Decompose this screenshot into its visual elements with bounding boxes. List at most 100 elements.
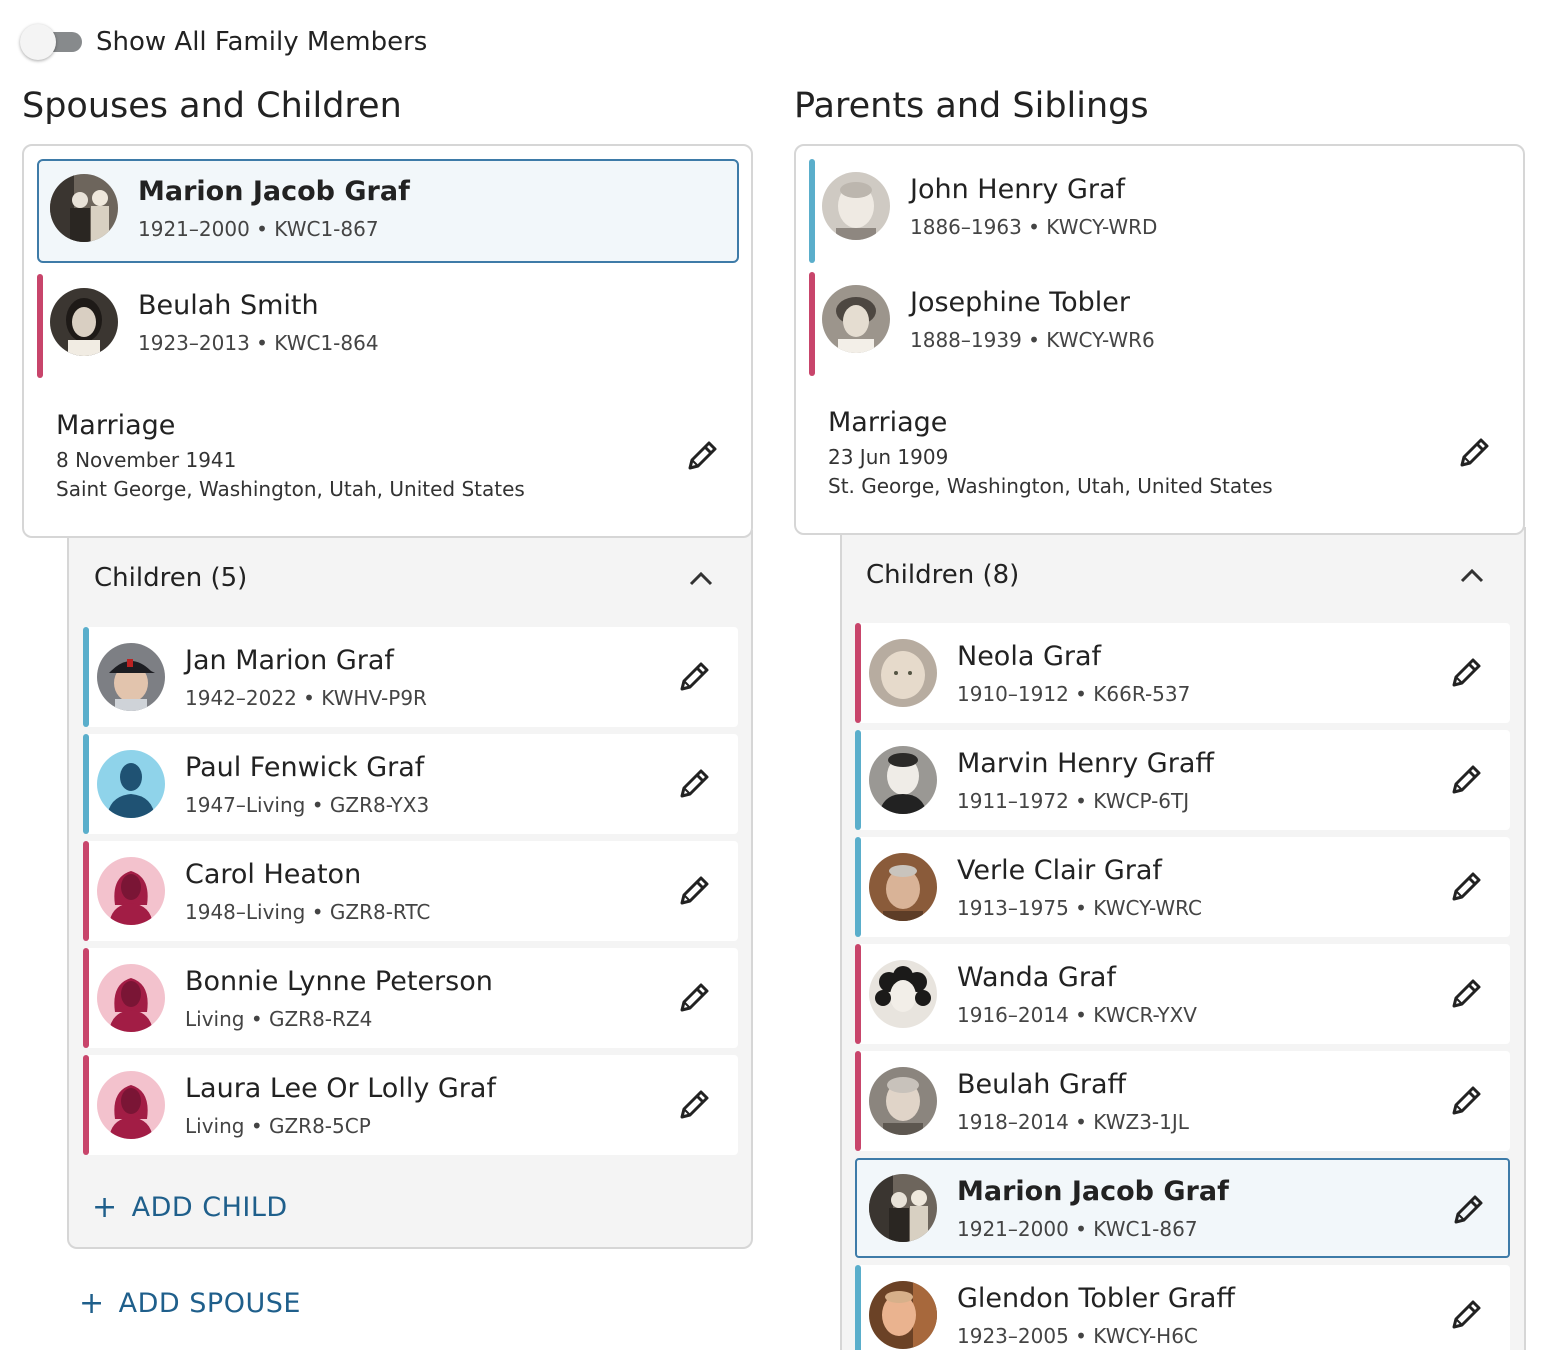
child-card[interactable]: Carol Heaton 1948–Living • GZR8-RTC (83, 841, 738, 941)
person-name[interactable]: Verle Clair Graf (957, 854, 1162, 886)
male-indicator-bar (855, 837, 861, 937)
child-person[interactable]: Glendon Tobler Graff 1923–2005 • KWCY-H6C (869, 1281, 1235, 1349)
person-meta: 1921–2000 • KWC1-867 (138, 216, 379, 241)
add-spouse-button[interactable]: + ADD SPOUSE (79, 1286, 301, 1321)
child-card[interactable]: Verle Clair Graf 1913–1975 • KWCY-WRC (855, 837, 1510, 937)
male-indicator-bar (855, 730, 861, 830)
person-name[interactable]: Beulah Graff (957, 1068, 1127, 1100)
person-name[interactable]: Carol Heaton (185, 858, 362, 890)
edit-marriage-pencil-icon[interactable] (1454, 433, 1494, 473)
right-couple-card: John Henry Graf 1886–1963 • KWCY-WRD Jos… (794, 144, 1525, 535)
marriage-place: St. George, Washington, Utah, United Sta… (828, 474, 1273, 498)
child-card[interactable]: Laura Lee Or Lolly Graf Living • GZR8-5CP (83, 1055, 738, 1155)
person-name[interactable]: Glendon Tobler Graff (957, 1282, 1236, 1314)
edit-pencil-icon[interactable] (1446, 1081, 1486, 1121)
child-person[interactable]: Jan Marion Graf 1942–2022 • KWHV-P9R (97, 643, 427, 711)
child-person[interactable]: Marion Jacob Graf 1921–2000 • KWC1-867 (869, 1174, 1229, 1242)
child-card[interactable]: Jan Marion Graf 1942–2022 • KWHV-P9R (83, 627, 738, 727)
edit-pencil-icon[interactable] (674, 1085, 714, 1125)
edit-pencil-icon[interactable] (674, 978, 714, 1018)
child-person[interactable]: Paul Fenwick Graf 1947–Living • GZR8-YX3 (97, 750, 429, 818)
portrait-photo-icon (50, 288, 118, 356)
child-card[interactable]: Marvin Henry Graff 1911–1972 • KWCP-6TJ (855, 730, 1510, 830)
person-name[interactable]: Wanda Graf (957, 961, 1116, 993)
person-name[interactable]: Josephine Tobler (910, 286, 1130, 318)
person-meta: 1888–1939 • KWCY-WR6 (910, 327, 1155, 352)
edit-pencil-icon[interactable] (674, 871, 714, 911)
edit-pencil-icon[interactable] (674, 657, 714, 697)
collapse-chevron-up-icon[interactable] (687, 568, 715, 588)
female-indicator-bar (37, 274, 43, 378)
person-meta: 1923–2005 • KWCY-H6C (957, 1323, 1198, 1348)
person-name[interactable]: Marion Jacob Graf (138, 175, 410, 207)
child-person[interactable]: Neola Graf 1910–1912 • K66R-537 (869, 639, 1190, 707)
right-father[interactable]: John Henry Graf 1886–1963 • KWCY-WRD (822, 172, 1157, 240)
child-card[interactable]: Wanda Graf 1916–2014 • KWCR-YXV (855, 944, 1510, 1044)
left-children-header[interactable]: Children (5) (94, 563, 248, 593)
child-card[interactable]: Bonnie Lynne Peterson Living • GZR8-RZ4 (83, 948, 738, 1048)
portrait-photo-icon (869, 960, 937, 1028)
person-name[interactable]: Beulah Smith (138, 289, 319, 321)
person-name[interactable]: Laura Lee Or Lolly Graf (185, 1072, 496, 1104)
female-indicator-bar (83, 948, 89, 1048)
person-name[interactable]: Neola Graf (957, 640, 1102, 672)
portrait-photo-icon (869, 853, 937, 921)
male-indicator-bar (855, 1265, 861, 1350)
add-child-label: ADD CHILD (131, 1192, 288, 1223)
edit-pencil-icon[interactable] (1446, 653, 1486, 693)
person-name[interactable]: Marvin Henry Graff (957, 747, 1214, 779)
person-meta: 1947–Living • GZR8-YX3 (185, 792, 430, 817)
edit-pencil-icon[interactable] (674, 764, 714, 804)
person-meta: 1918–2014 • KWZ3-1JL (957, 1109, 1189, 1134)
plus-icon: + (79, 1286, 105, 1321)
left-couple-card: Marion Jacob Graf 1921–2000 • KWC1-867 B… (22, 144, 753, 538)
female-indicator-bar (809, 272, 815, 376)
child-person[interactable]: Laura Lee Or Lolly Graf Living • GZR8-5CP (97, 1071, 496, 1139)
person-name[interactable]: Jan Marion Graf (185, 644, 394, 676)
show-all-family-toggle[interactable] (20, 24, 82, 60)
person-name[interactable]: John Henry Graf (910, 173, 1126, 205)
add-spouse-label: ADD SPOUSE (118, 1288, 301, 1319)
child-person[interactable]: Carol Heaton 1948–Living • GZR8-RTC (97, 857, 430, 925)
person-name[interactable]: Marion Jacob Graf (957, 1175, 1229, 1207)
child-person[interactable]: Marvin Henry Graff 1911–1972 • KWCP-6TJ (869, 746, 1214, 814)
left-husband[interactable]: Marion Jacob Graf 1921–2000 • KWC1-867 (50, 174, 410, 242)
female-indicator-bar (855, 1051, 861, 1151)
collapse-chevron-up-icon[interactable] (1458, 565, 1486, 585)
female-indicator-bar (83, 841, 89, 941)
child-card[interactable]: Glendon Tobler Graff 1923–2005 • KWCY-H6C (855, 1265, 1510, 1350)
portrait-photo-icon (822, 172, 890, 240)
right-mother[interactable]: Josephine Tobler 1888–1939 • KWCY-WR6 (822, 285, 1155, 353)
person-name[interactable]: Paul Fenwick Graf (185, 751, 425, 783)
child-card[interactable]: Beulah Graff 1918–2014 • KWZ3-1JL (855, 1051, 1510, 1151)
right-children-header[interactable]: Children (8) (866, 560, 1020, 590)
plus-icon: + (92, 1190, 118, 1225)
person-meta: 1910–1912 • K66R-537 (957, 681, 1191, 706)
child-person[interactable]: Verle Clair Graf 1913–1975 • KWCY-WRC (869, 853, 1202, 921)
show-all-family-toggle-row[interactable]: Show All Family Members (20, 24, 427, 60)
edit-pencil-icon[interactable] (1446, 760, 1486, 800)
edit-pencil-icon[interactable] (1446, 867, 1486, 907)
person-name[interactable]: Bonnie Lynne Peterson (185, 965, 493, 997)
female-indicator-bar (855, 944, 861, 1044)
left-wife[interactable]: Beulah Smith 1923–2013 • KWC1-864 (50, 288, 379, 356)
edit-pencil-icon[interactable] (1448, 1190, 1488, 1230)
person-meta: 1923–2013 • KWC1-864 (138, 330, 379, 355)
edit-marriage-pencil-icon[interactable] (682, 436, 722, 476)
placeholder-male-icon (97, 750, 165, 818)
child-person[interactable]: Beulah Graff 1918–2014 • KWZ3-1JL (869, 1067, 1189, 1135)
child-person[interactable]: Bonnie Lynne Peterson Living • GZR8-RZ4 (97, 964, 493, 1032)
add-child-button[interactable]: + ADD CHILD (92, 1190, 288, 1225)
focus-person-box[interactable] (37, 159, 739, 263)
edit-pencil-icon[interactable] (1446, 974, 1486, 1014)
spouses-children-title: Spouses and Children (22, 86, 402, 126)
toggle-knob (20, 24, 56, 60)
person-meta: 1921–2000 • KWC1-867 (957, 1216, 1198, 1241)
portrait-photo-icon (869, 1281, 937, 1349)
male-indicator-bar (809, 159, 815, 263)
child-person[interactable]: Wanda Graf 1916–2014 • KWCR-YXV (869, 960, 1197, 1028)
edit-pencil-icon[interactable] (1446, 1295, 1486, 1335)
child-card[interactable]: Marion Jacob Graf 1921–2000 • KWC1-867 (855, 1158, 1510, 1258)
child-card[interactable]: Neola Graf 1910–1912 • K66R-537 (855, 623, 1510, 723)
child-card[interactable]: Paul Fenwick Graf 1947–Living • GZR8-YX3 (83, 734, 738, 834)
